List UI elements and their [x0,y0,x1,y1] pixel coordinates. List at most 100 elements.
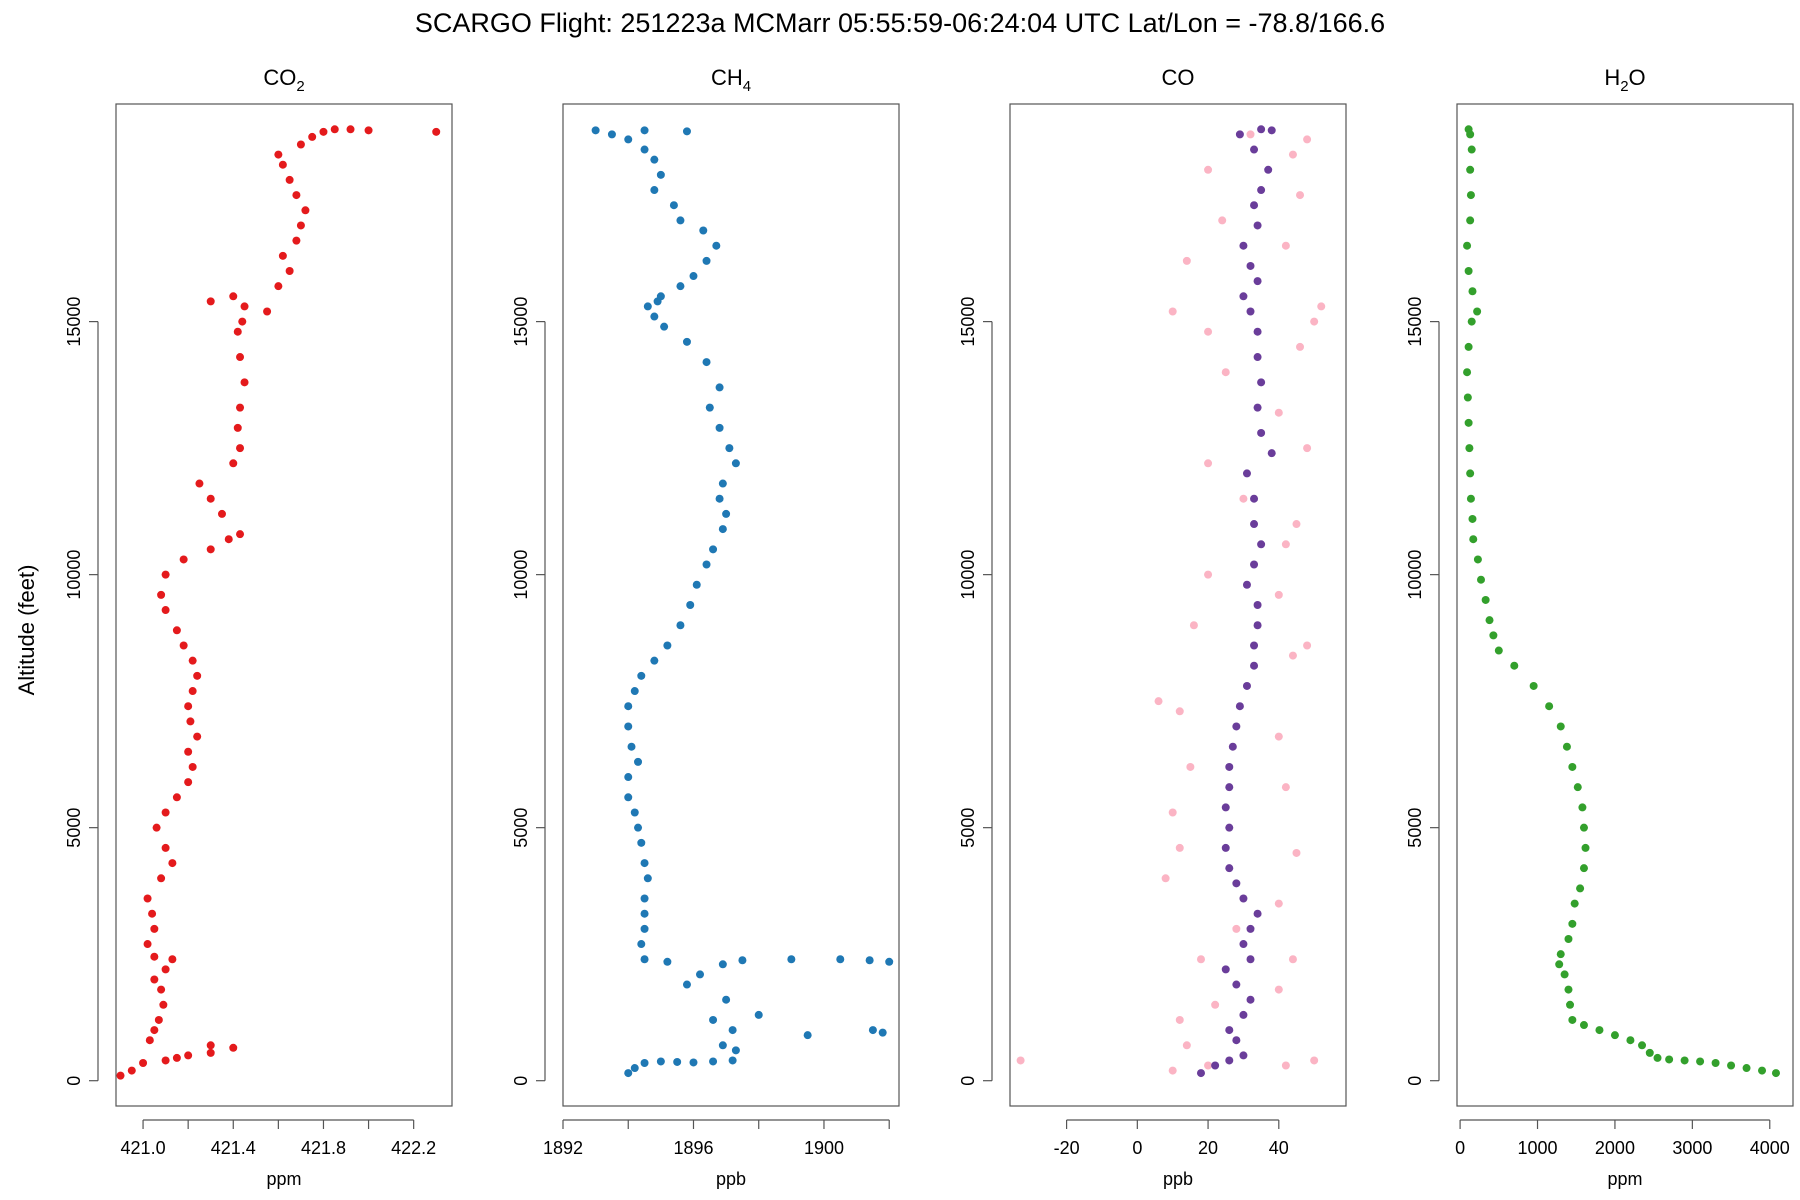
data-point [1257,540,1266,549]
data-point [1221,843,1230,852]
data-point [787,955,796,964]
data-point [650,155,659,164]
data-point [206,297,215,306]
data-point [1556,950,1565,959]
data-point [1242,580,1251,589]
data-point [1239,940,1248,949]
data-point [1250,560,1259,569]
data-point [1257,125,1266,134]
data-point [624,722,633,731]
data-point [692,580,701,589]
y-tick-label: 15000 [1405,297,1425,347]
data-point [1274,732,1283,741]
data-point [1711,1058,1720,1067]
y-tick-label: 15000 [64,297,84,347]
data-point [1211,1000,1220,1009]
data-point [712,241,721,250]
data-point [1566,1000,1575,1009]
data-point [233,327,242,336]
data-point [1274,899,1283,908]
data-point [159,1000,168,1009]
x-axis-label: ppb [1163,1169,1193,1189]
data-point [240,302,249,311]
data-point [1239,241,1248,250]
data-point [1463,241,1472,250]
data-point [1465,444,1474,453]
data-point [702,358,711,367]
data-point [624,773,633,782]
data-point [1466,165,1475,174]
data-point [1253,327,1262,336]
data-point [1466,494,1475,503]
y-tick-label: 10000 [511,550,531,600]
data-point [637,838,646,847]
data-point [1485,616,1494,625]
data-point [1645,1048,1654,1057]
data-point [274,150,283,159]
data-point [278,160,287,169]
data-point [1267,449,1276,458]
data-point [150,1026,159,1035]
data-point [193,671,202,680]
data-point [627,742,636,751]
data-point [1303,444,1312,453]
data-point [643,874,652,883]
data-point [1310,1056,1319,1065]
data-point [292,236,301,245]
data-point [1288,150,1297,159]
data-point [1257,378,1266,387]
data-point [1468,287,1477,296]
data-point [682,337,691,346]
x-axis-label: ppm [1607,1169,1642,1189]
data-point [330,125,339,134]
data-point [1242,681,1251,690]
data-point [116,1071,125,1080]
data-point [1281,241,1290,250]
data-point [1463,368,1472,377]
y-tick-label: 15000 [958,297,978,347]
data-point [640,909,649,918]
y-tick-label: 0 [511,1076,531,1086]
data-point [1196,1069,1205,1078]
data-point [722,509,731,518]
data-point [1296,342,1305,351]
data-point [673,1057,682,1066]
data-point [1758,1066,1767,1075]
data-point [236,444,245,453]
data-point [640,894,649,903]
data-point [1274,985,1283,994]
data-point [754,1010,763,1019]
y-tick-label: 0 [1405,1076,1425,1086]
data-point [172,793,181,802]
data-point [1680,1056,1689,1065]
data-point [715,423,724,432]
panel-title-text: CH [711,65,743,90]
data-point [161,843,170,852]
data-point [656,170,665,179]
data-point [1225,1056,1234,1065]
data-point [206,494,215,503]
data-point [1204,165,1213,174]
panel-title-text: CO [1162,65,1195,90]
data-point [640,924,649,933]
chart-panel-1: CO2 0 5000 10000 15000 421.0 421.4 421.8 422.2 pp… [64,65,453,1189]
data-point [188,687,197,696]
data-point [705,403,714,412]
data-point [1221,965,1230,974]
chart-panel-4: H2O 0 5000 10000 15000 0 1000 2000 3000 4000 ppm [1405,65,1794,1189]
x-tick-label: 421.4 [211,1138,256,1158]
data-point [1281,540,1290,549]
data-point [1239,292,1248,301]
data-point [1253,353,1262,362]
data-point [640,126,649,135]
data-point [731,459,740,468]
data-point [172,626,181,635]
data-point [715,383,724,392]
data-point [193,732,202,741]
data-point [1464,342,1473,351]
data-point [1225,823,1234,832]
data-point [1228,742,1237,751]
data-point [728,1056,737,1065]
plot-frame [115,103,453,1107]
data-point [1568,1015,1577,1024]
